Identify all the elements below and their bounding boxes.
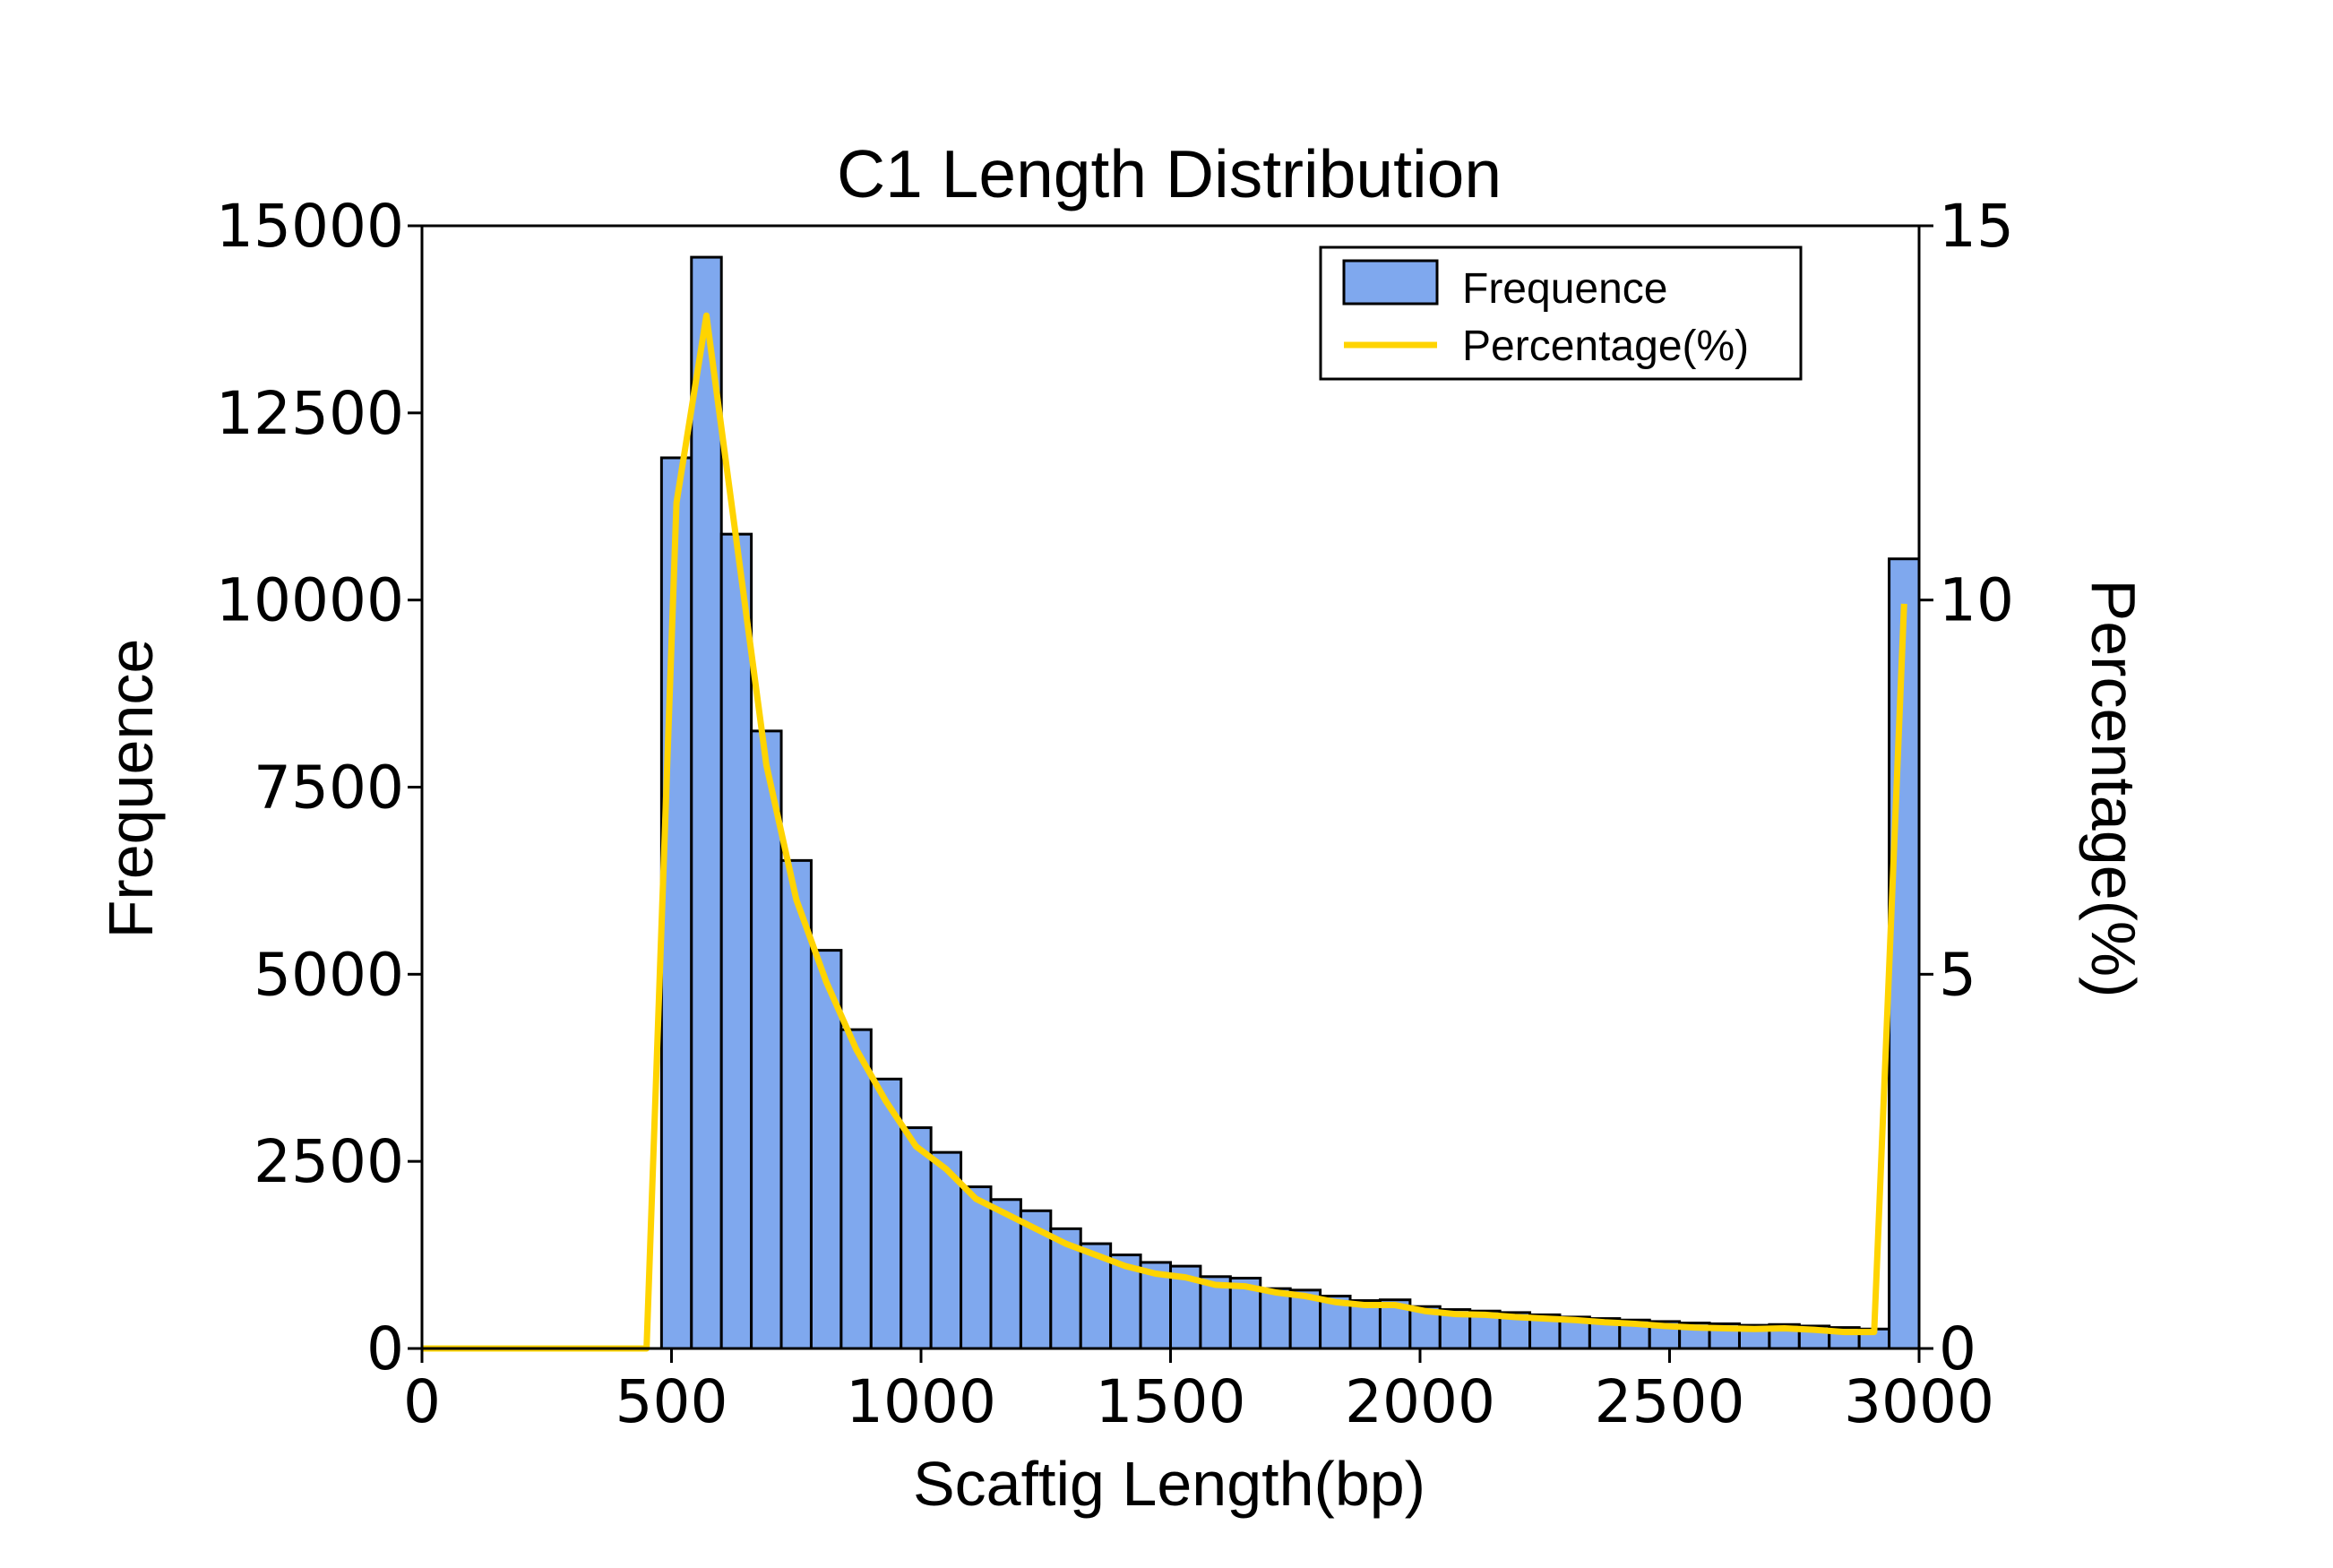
ticks-layer: 0 500 1000 1500 2000 2500 30000250050007500100… [216,192,2014,1436]
y-tick-label: 2500 [254,1127,404,1196]
y-tick-label: 5000 [254,940,404,1009]
y-tick-label: 12500 [216,379,404,448]
y-tick-label: 10000 [216,566,404,635]
y2-tick-label: 5 [1939,940,1976,1009]
line-layer [422,312,1907,1352]
x-tick-label: 2500 [1595,1367,1745,1436]
x-tick-label: 3000 [1844,1367,1994,1436]
chart-title: C1 Length Distribution [837,136,1502,211]
percentage-line [422,312,1907,1352]
x-tick-label: 0 [403,1367,441,1436]
x-tick-label: 1000 [846,1367,996,1436]
x-tick-label: 500 [616,1367,728,1436]
y2-tick-label: 15 [1939,192,2014,261]
histogram-bar [900,1126,933,1350]
legend-line-label: Percentage(%) [1462,323,1749,370]
y-tick-label: 0 [366,1314,404,1383]
y-tick-label: 7500 [254,754,404,823]
legend-bar-label: Frequence [1462,265,1667,313]
x-axis-label: Scaftig Length(bp) [913,1449,1425,1519]
x-tick-label: 2000 [1345,1367,1495,1436]
histogram-bar [690,255,723,1350]
axes-layer [420,224,1921,1350]
histogram-bar [960,1185,993,1350]
y2-tick-label: 0 [1939,1314,1976,1383]
legend-bar-swatch [1342,259,1439,306]
histogram-bar [1259,1287,1292,1350]
y2-axis-label: Percentage(%) [2079,580,2148,998]
legend: Frequence Percentage(%) [1319,246,1803,381]
y2-tick-label: 10 [1939,566,2014,635]
bars-layer [659,255,1921,1350]
histogram-bar [719,532,753,1350]
x-tick-label: 1500 [1096,1367,1246,1436]
y-tick-label: 15000 [216,192,404,261]
histogram-bar [659,456,693,1350]
histogram-bar [1348,1299,1382,1350]
y-axis-label: Frequence [96,639,166,939]
histogram-bar [839,1028,873,1350]
